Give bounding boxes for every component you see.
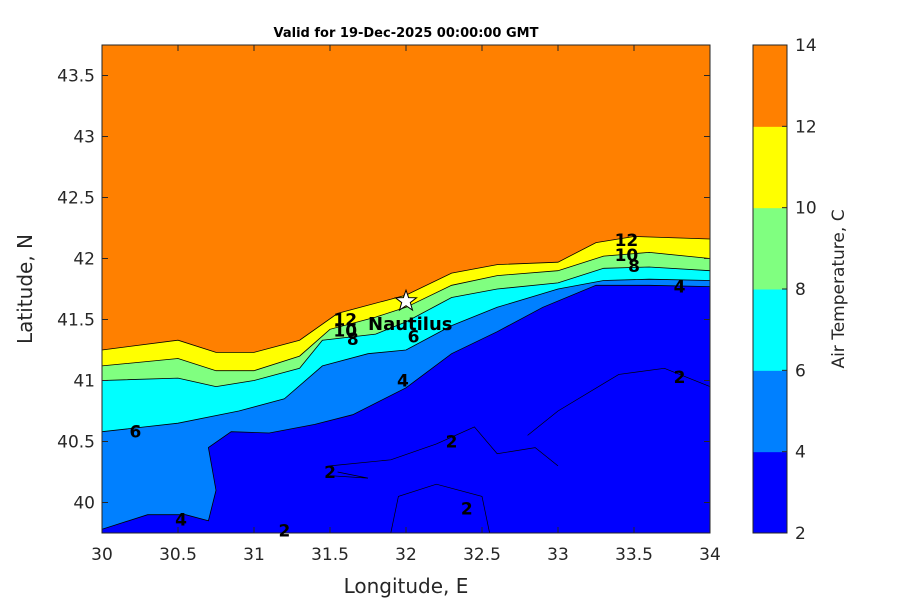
colorbar-tick-label: 10	[795, 199, 817, 219]
colorbar-label: Air Temperature, C	[829, 209, 849, 368]
x-tick-label: 33.5	[615, 545, 653, 565]
colorbar-band-12	[753, 45, 787, 127]
colorbar-tick-label: 8	[795, 280, 806, 300]
x-tick-label: 33	[547, 545, 569, 565]
colorbar-tick-label: 14	[795, 36, 817, 56]
contour-label: 8	[347, 330, 359, 350]
contour-label: 12	[333, 311, 357, 331]
contour-label: 10	[333, 321, 357, 341]
plot-area	[102, 45, 710, 533]
y-axis-label: Latitude, N	[13, 234, 37, 344]
contour-line-8	[102, 266, 710, 388]
colorbar-band-6	[753, 289, 787, 371]
contour-label: 2	[674, 368, 686, 388]
x-tick-label: 31	[243, 545, 265, 565]
contour-line-12	[102, 236, 710, 353]
y-tick-label: 42.5	[57, 189, 95, 209]
contour-label: 4	[175, 511, 187, 531]
x-tick-label: 32.5	[463, 545, 501, 565]
colorbar: 2 4 6 8 10 12 14	[752, 36, 817, 544]
y-tick-label: 42	[73, 250, 95, 270]
contour-line-6	[102, 278, 710, 433]
contour-label: 4	[674, 278, 686, 298]
contour-line-2-part-2	[390, 483, 490, 533]
y-tick-label: 43.5	[57, 67, 95, 87]
contour-label: 10	[615, 246, 639, 266]
y-tick-label: 40	[73, 494, 95, 514]
y-tick-label: 41.5	[57, 311, 95, 331]
x-tick-label: 34	[699, 545, 721, 565]
contour-label: 2	[446, 433, 458, 453]
star-icon	[394, 288, 418, 312]
contour-label: 4	[397, 372, 409, 392]
contour-label: 2	[461, 500, 473, 520]
y-tick-label: 40.5	[57, 433, 95, 453]
contour-label: 2	[278, 522, 290, 542]
x-tick-label: 32	[395, 545, 417, 565]
x-axis-label: Longitude, E	[344, 574, 469, 598]
contour-label: 6	[130, 423, 142, 443]
x-tick-label: 30.5	[159, 545, 197, 565]
contour-label: 6	[408, 328, 420, 348]
contour-label: 12	[615, 231, 639, 251]
contour-label: 2	[324, 463, 336, 483]
colorbar-tick-label: 12	[795, 117, 817, 137]
contour-line-2-part-0	[527, 367, 710, 436]
colorbar-tick-label: 6	[795, 361, 806, 381]
colorbar-tick-label: 2	[795, 524, 806, 544]
contour-band-2-4	[102, 285, 710, 533]
colorbar-band-4	[753, 370, 787, 453]
colorbar-band-10	[753, 126, 787, 209]
contour-line-2-part-3	[329, 471, 369, 479]
y-tick-label: 43	[73, 128, 95, 148]
x-tick-label: 30	[91, 545, 113, 565]
y-tick-label: 41	[73, 372, 95, 392]
contour-label: 8	[628, 257, 640, 277]
chart-title: Valid for 19-Dec-2025 00:00:00 GMT	[274, 26, 539, 41]
colorbar-band-2	[753, 451, 787, 534]
x-tick-label: 31.5	[311, 545, 349, 565]
contour-line-4	[102, 284, 710, 530]
site-label: Nautilus	[368, 314, 453, 335]
contour-line-2-part-1	[329, 426, 559, 467]
colorbar-band-8	[753, 207, 787, 290]
colorbar-tick-label: 4	[795, 443, 806, 463]
contour-line-10	[102, 251, 710, 372]
